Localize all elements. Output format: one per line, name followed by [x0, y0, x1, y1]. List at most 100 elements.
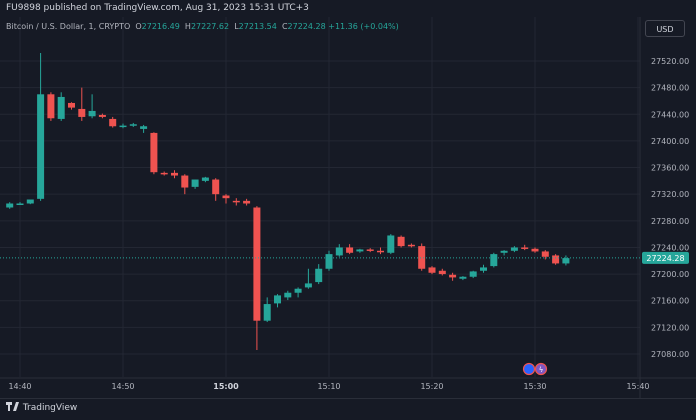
candle [26, 199, 34, 205]
last-price-label: 27224.28 [646, 254, 684, 263]
candle-body [201, 177, 209, 181]
candle-body [16, 203, 24, 206]
close-value: 27224.28 [287, 22, 326, 31]
candle [47, 92, 55, 121]
candle-body [68, 102, 75, 108]
candle-body [26, 199, 34, 204]
y-tick-label: 27160.00 [651, 297, 689, 306]
candle-body [263, 304, 271, 321]
candle [418, 243, 426, 271]
candle [140, 124, 148, 133]
candles [6, 53, 570, 351]
candle-body [449, 274, 457, 278]
x-tick-label: 15:20 [420, 382, 443, 391]
tradingview-logo[interactable]: TradingView [6, 402, 77, 413]
candle-body [78, 108, 86, 117]
currency-button[interactable]: USD [645, 20, 685, 37]
candle [490, 252, 498, 268]
candle-body [531, 248, 539, 252]
candle-body [232, 200, 240, 203]
candle [449, 272, 457, 281]
last-price-line: 27224.28 [0, 251, 689, 264]
low-value: 27213.54 [238, 22, 277, 31]
candle [356, 248, 364, 253]
candle [78, 87, 86, 121]
x-tick-label: 15:30 [523, 382, 546, 391]
candle-body [274, 295, 281, 304]
candle [129, 122, 137, 127]
tradingview-logo-icon [6, 402, 19, 411]
candle [222, 194, 230, 204]
price-axis[interactable]: 27080.00 27120.00 27160.00 27200.00 27240.00… [639, 17, 689, 398]
x-tick-label: 15:40 [626, 382, 649, 391]
candle [88, 94, 96, 119]
candle [459, 276, 467, 281]
candle-body [253, 207, 261, 321]
candle [294, 287, 302, 298]
candle [68, 102, 75, 110]
candle-body [6, 203, 14, 208]
candle-body [428, 267, 436, 273]
event-icons[interactable]: ϟ [522, 362, 548, 376]
candle [315, 264, 323, 285]
publisher-line: FU9898 published on TradingView.com, Aug… [6, 3, 309, 13]
candle-body [552, 255, 560, 264]
x-tick-label: 15:10 [317, 382, 340, 391]
candle [325, 250, 333, 271]
candle-body [407, 244, 415, 247]
candle [201, 176, 209, 183]
top-bar: FU9898 published on TradingView.com, Aug… [0, 0, 696, 17]
candle-body [140, 126, 148, 129]
y-tick-label: 27440.00 [651, 110, 689, 119]
candle [438, 268, 446, 276]
candle-body [47, 94, 55, 119]
candle [387, 234, 395, 255]
y-tick-label: 27240.00 [651, 243, 689, 252]
candle [346, 244, 354, 255]
flash-glyph: ϟ [539, 366, 544, 374]
candle-body [500, 250, 508, 253]
candle [397, 235, 405, 248]
x-tick-label: 15:00 [213, 382, 239, 391]
candle-body [212, 179, 220, 195]
candle-body [459, 276, 467, 279]
plot-area [0, 17, 640, 377]
candle-body [315, 268, 323, 283]
last-price-badge [642, 251, 689, 264]
candle-body [243, 200, 251, 204]
candle-body [480, 267, 487, 271]
candle [531, 247, 539, 253]
time-axis[interactable]: 14:40 14:50 15:00 15:10 15:20 15:30 15:40 [0, 377, 696, 391]
candle [98, 113, 106, 119]
change-value: +11.36 (+0.04%) [328, 22, 399, 31]
candle-body [521, 247, 529, 249]
bottom-bar [0, 398, 696, 420]
candle [480, 264, 487, 273]
candle [284, 290, 292, 301]
candle-body [356, 249, 364, 252]
y-tick-label: 27280.00 [651, 217, 689, 226]
candle-body [129, 124, 137, 126]
x-tick-label: 14:40 [8, 382, 31, 391]
candle-body [387, 235, 395, 253]
flash-icon[interactable] [534, 362, 548, 376]
candle [335, 244, 343, 257]
candle-body [119, 125, 127, 128]
candle [510, 246, 518, 253]
candle [232, 198, 240, 206]
candle [521, 244, 529, 251]
flag-icon[interactable] [522, 362, 536, 376]
candle-body [181, 175, 189, 188]
candle-body [191, 179, 199, 187]
candle-body [109, 118, 117, 127]
symbol-info: Bitcoin / U.S. Dollar, 1, CRYPTO O27216.… [6, 22, 399, 31]
candle-body [222, 195, 230, 199]
y-tick-label: 27080.00 [651, 350, 689, 359]
candle-body [160, 172, 168, 175]
candle [552, 254, 560, 265]
candle [160, 171, 168, 176]
y-tick-label: 27200.00 [651, 270, 689, 279]
candle-body [490, 254, 498, 267]
candle [191, 179, 199, 189]
